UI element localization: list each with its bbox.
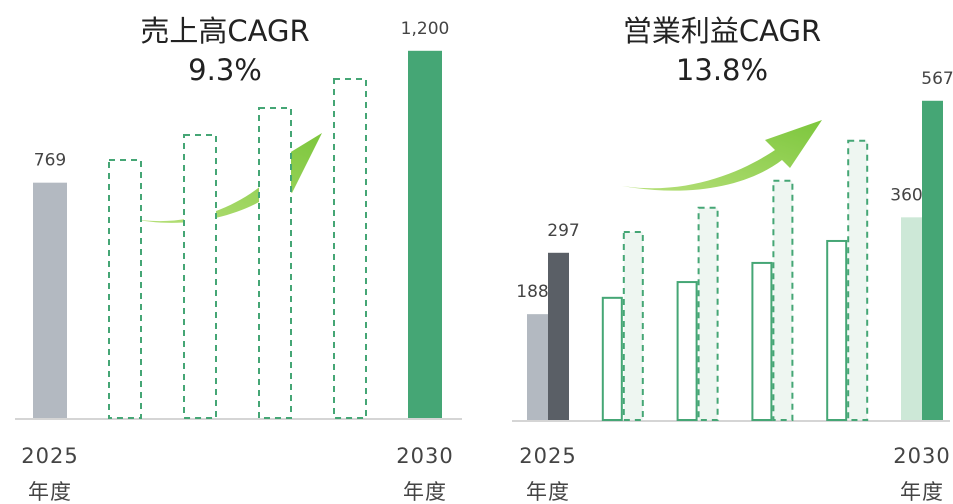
bar (183, 133, 217, 419)
growth-arrow (128, 133, 322, 223)
bar (622, 230, 644, 421)
bar (33, 182, 67, 418)
value-label: 567 (921, 69, 953, 89)
bar (676, 281, 698, 421)
x-unit-label: 年度 (28, 480, 72, 504)
bar (922, 100, 943, 421)
bar (847, 139, 869, 421)
x-tick-label: 2025 (519, 444, 576, 468)
bar (772, 179, 794, 421)
bar (108, 159, 142, 420)
cagr-value: 13.8% (676, 53, 768, 87)
x-unit-label: 年度 (403, 480, 447, 504)
bar (751, 261, 773, 421)
cagr-value: 9.3% (188, 53, 262, 87)
x-tick-label: 2025 (21, 444, 78, 468)
value-label: 297 (547, 221, 579, 241)
bar (697, 206, 719, 421)
value-label: 360 (890, 185, 922, 205)
bar (601, 296, 623, 422)
bar (527, 314, 548, 420)
bar (258, 107, 292, 419)
chart-title: 営業利益CAGR (623, 14, 821, 48)
bar (826, 239, 848, 421)
x-tick-label: 2030 (893, 444, 950, 468)
value-label: 769 (34, 151, 66, 171)
bar (901, 217, 922, 420)
x-unit-label: 年度 (900, 480, 944, 504)
bar (548, 252, 569, 420)
x-unit-label: 年度 (526, 480, 570, 504)
x-tick-label: 2030 (396, 444, 453, 468)
value-label: 188 (516, 282, 548, 302)
bar (333, 77, 367, 419)
growth-arrow (622, 120, 822, 191)
chart-title: 売上高CAGR (140, 14, 309, 48)
bar (408, 50, 442, 419)
value-label: 1,200 (401, 19, 450, 39)
